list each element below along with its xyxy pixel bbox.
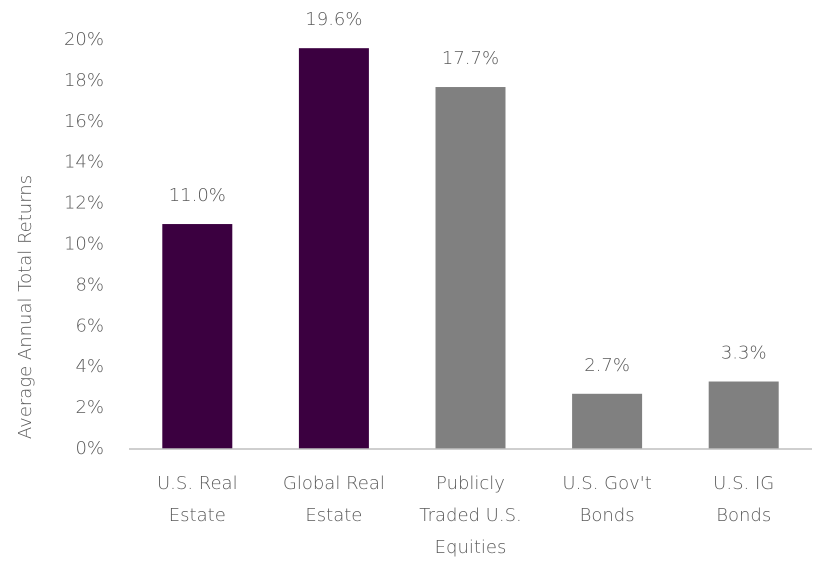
- bar: [162, 224, 233, 449]
- x-tick-label: U.S. Gov't: [562, 473, 651, 494]
- bar: [708, 381, 779, 449]
- bar: [435, 87, 506, 449]
- x-tick-label: U.S. IG: [713, 473, 774, 494]
- y-tick-label: 6%: [75, 315, 104, 336]
- x-tick-label: Publicly: [436, 473, 505, 494]
- value-label: 11.0%: [169, 185, 226, 206]
- y-tick-label: 16%: [64, 111, 104, 132]
- y-tick-label: 20%: [64, 29, 104, 50]
- value-label: 19.6%: [305, 9, 362, 30]
- bar: [572, 393, 643, 449]
- y-tick-label: 18%: [64, 70, 104, 91]
- x-tick-label: Estate: [169, 505, 226, 526]
- x-tick-label: Global Real: [283, 473, 385, 494]
- y-tick-label: 14%: [64, 152, 104, 173]
- x-tick-label: Traded U.S.: [419, 505, 521, 526]
- y-tick-label: 4%: [75, 356, 104, 377]
- x-tick-label: Bonds: [716, 505, 771, 526]
- y-tick-label: 8%: [75, 274, 104, 295]
- x-tick-label: Equities: [435, 537, 507, 558]
- y-axis-label: Average Annual Total Returns: [15, 175, 36, 439]
- x-tick-label: Estate: [305, 505, 362, 526]
- x-tick-label: U.S. Real: [157, 473, 238, 494]
- y-tick-label: 2%: [75, 397, 104, 418]
- value-label: 2.7%: [584, 355, 630, 376]
- x-tick-label: Bonds: [580, 505, 635, 526]
- y-tick-label: 10%: [64, 234, 104, 255]
- y-tick-label: 12%: [64, 193, 104, 214]
- bar: [298, 48, 369, 450]
- value-label: 3.3%: [721, 343, 767, 364]
- value-label: 17.7%: [442, 48, 499, 69]
- y-tick-label: 0%: [75, 438, 104, 459]
